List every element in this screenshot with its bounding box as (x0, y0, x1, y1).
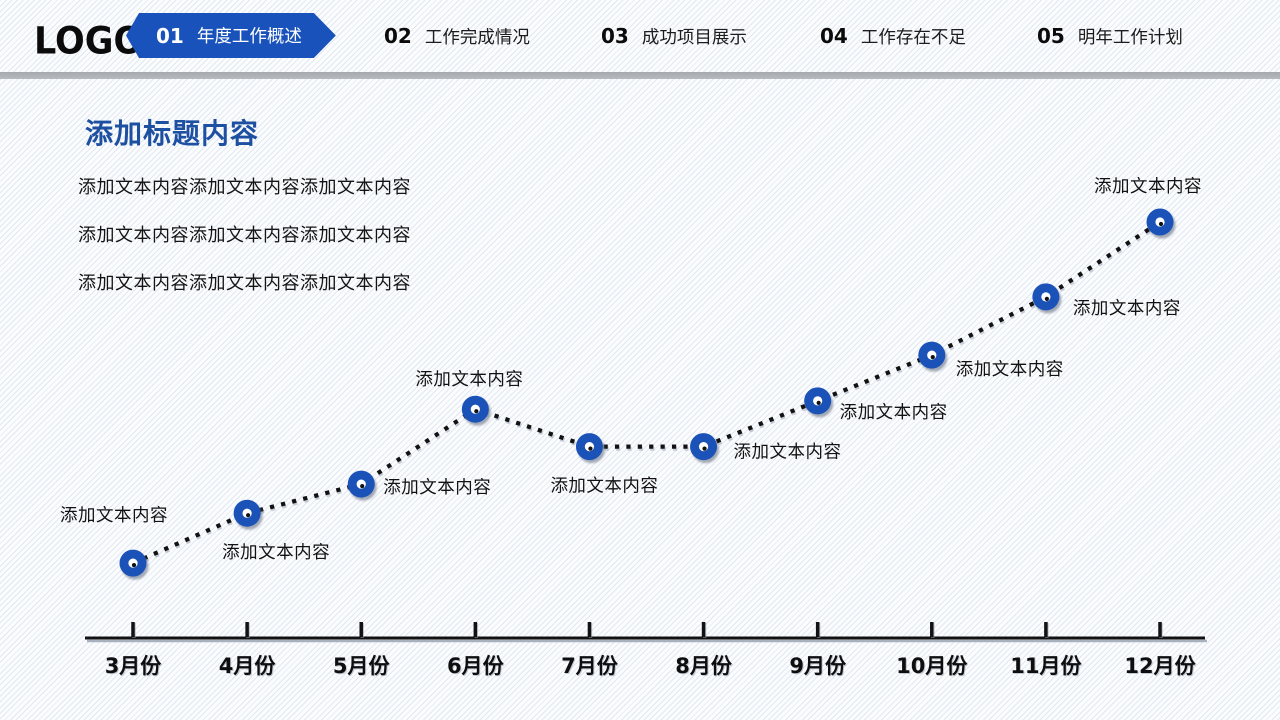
data-point-label: 添加文本内容 (222, 543, 330, 563)
page-title: 添加标题内容 (85, 117, 260, 150)
x-axis-month-label: 5月份 (333, 654, 391, 678)
x-axis-month-label: 12月份 (1124, 654, 1196, 678)
header-divider (0, 72, 1280, 79)
data-point-marker-dot (1044, 296, 1049, 301)
x-axis-month-label: 8月份 (675, 654, 733, 678)
data-point-label: 添加文本内容 (1094, 177, 1202, 197)
data-point-marker-dot (1158, 221, 1164, 227)
data-point-label: 添加文本内容 (956, 360, 1064, 380)
data-point-label: 添加文本内容 (550, 477, 658, 497)
data-point-marker-dot (131, 563, 137, 568)
data-point-marker-dot (588, 446, 593, 451)
data-point-marker-dot (474, 409, 479, 414)
data-point-label: 添加文本内容 (415, 370, 523, 390)
nav-tab-03-successful-projects[interactable]: 03 成功项目展示 (601, 0, 747, 72)
nav-tab-number: 05 (1037, 24, 1065, 48)
data-point-label: 添加文本内容 (840, 403, 948, 423)
data-point-marker-dot (360, 483, 365, 489)
content-block: 添加标题内容 添加文本内容添加文本内容添加文本内容 添加文本内容添加文本内容添加… (78, 112, 638, 317)
x-axis-month-label: 4月份 (219, 654, 277, 678)
data-point-label: 添加文本内容 (1073, 299, 1181, 319)
nav-tab-label: 明年工作计划 (1077, 27, 1183, 48)
nav-tab-01-annual-overview[interactable]: 01 年度工作概述 (126, 13, 336, 58)
nav-tab-number: 04 (820, 24, 848, 48)
nav-tab-label: 工作完成情况 (424, 27, 530, 48)
trend-dotted-line (132, 220, 1162, 566)
nav-tab-number: 02 (384, 24, 412, 48)
nav-tab-label: 年度工作概述 (196, 27, 302, 47)
x-axis-month-label: 9月份 (789, 654, 847, 678)
x-axis-month-label: 10月份 (896, 654, 968, 678)
nav-tab-02-work-completion[interactable]: 02 工作完成情况 (384, 0, 530, 72)
data-point-marker-dot (702, 446, 707, 451)
body-text-line: 添加文本内容添加文本内容添加文本内容 (78, 273, 411, 294)
nav-tab-05-next-year-plan[interactable]: 05 明年工作计划 (1037, 0, 1183, 72)
data-point-label: 添加文本内容 (60, 506, 168, 526)
data-point-label: 添加文本内容 (734, 443, 842, 463)
data-point-marker-dot (246, 513, 251, 518)
data-point-marker-dot (816, 400, 821, 405)
x-axis-month-label: 6月份 (447, 654, 505, 678)
logo: LOGO (34, 20, 144, 64)
x-axis-month-label: 3月份 (105, 654, 163, 678)
nav-tab-number: 01 (156, 23, 184, 48)
nav-tab-label: 成功项目展示 (641, 27, 747, 48)
data-point-marker-dot (930, 355, 935, 360)
x-axis-month-label: 7月份 (561, 654, 619, 678)
body-text-line: 添加文本内容添加文本内容添加文本内容 (78, 225, 411, 246)
nav-tab-number: 03 (601, 24, 629, 48)
nav-tab-label: 工作存在不足 (860, 27, 966, 48)
header: LOGO 01 年度工作概述 02 工作完成情况 03 成功项目展示 04 工作… (0, 0, 1280, 72)
nav-tab-04-shortcomings[interactable]: 04 工作存在不足 (820, 0, 966, 72)
data-point-label: 添加文本内容 (383, 478, 491, 498)
x-axis-month-label: 11月份 (1010, 654, 1082, 678)
body-text-line: 添加文本内容添加文本内容添加文本内容 (78, 177, 411, 198)
